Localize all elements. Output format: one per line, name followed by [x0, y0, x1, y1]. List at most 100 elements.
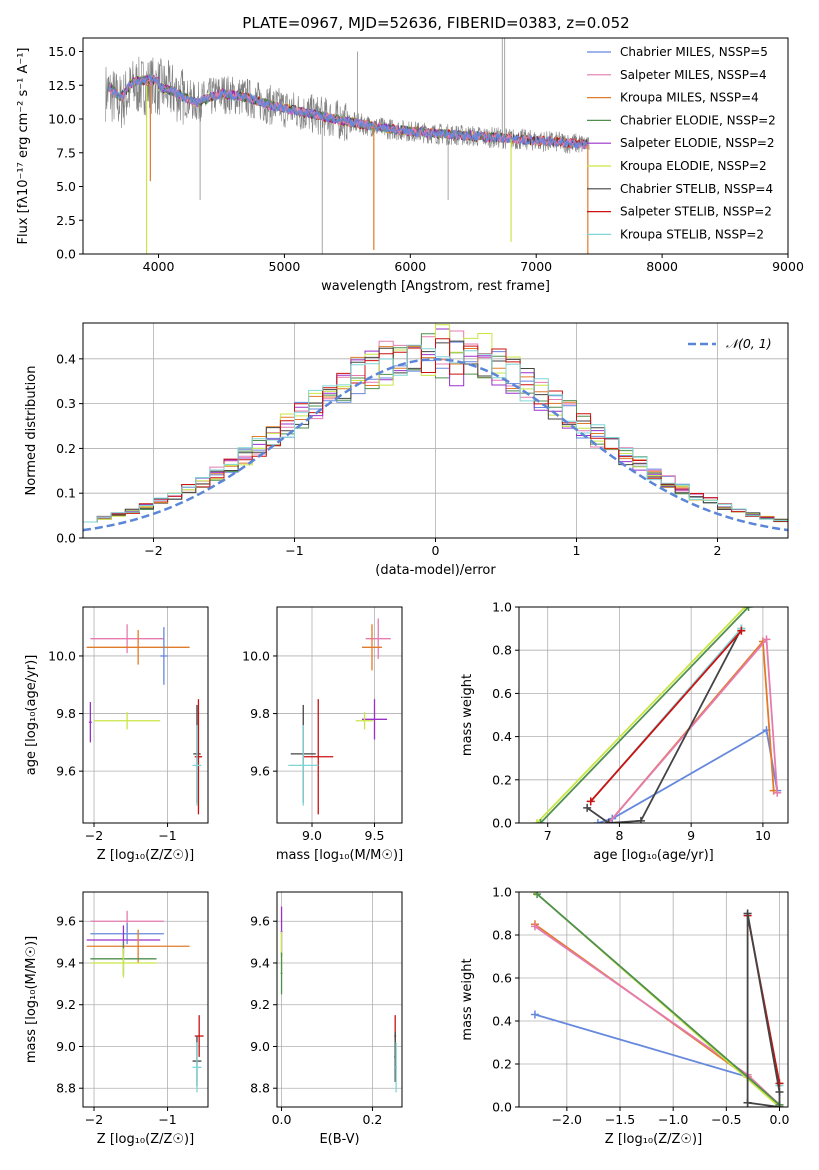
y-tick-label: 12.5: [48, 78, 76, 93]
axes-frame: [518, 606, 789, 824]
x-tick-label: −2.0: [552, 1112, 582, 1127]
x-tick-label: 2: [714, 543, 722, 558]
y-tick-label: 9.8: [56, 706, 76, 721]
plot-area: [83, 324, 788, 532]
x-tick-label: −1: [158, 828, 176, 843]
x-axis-label: E(B-V): [319, 1132, 359, 1147]
series-line-salpeter_miles: [608, 637, 779, 823]
series-marker-chabrier_elodie: [536, 819, 545, 823]
panel-residual_distribution: −2 −1 0 1 2 0.0 0.1 0.2 0.3 0.4 (data-model)/error…: [24, 322, 789, 578]
y-tick-label: 0.0: [492, 816, 512, 831]
axes-frame: [82, 891, 209, 1108]
x-tick-label: −1.0: [658, 1112, 688, 1127]
series-marker-chabrier_elodie: [533, 892, 542, 899]
x-axis-label: mass [log₁₀(M/M☉)]: [276, 848, 403, 863]
x-tick-label: 9: [687, 828, 695, 843]
series-line-chabrier_elodie: [539, 607, 750, 823]
y-tick-label: 7.5: [56, 145, 76, 160]
x-tick-label: 8000: [646, 259, 678, 274]
y-tick-label: 0.0: [492, 1100, 512, 1115]
y-tick-label: 0.8: [492, 928, 512, 943]
series-line-salpeter_miles: [534, 925, 781, 1106]
x-tick-label: 7: [544, 828, 552, 843]
y-axis-label: mass weight: [460, 958, 475, 1040]
series-marker-chabrier_stelib: [775, 1087, 784, 1096]
x-tick-label: 6000: [394, 259, 426, 274]
x-tick-label: 9000: [772, 259, 804, 274]
panel-mass_vs_ebv: 0.0 0.2 8.8 9.0 9.2 9.4 9.6 E(B-V): [250, 891, 403, 1147]
legend-label: Salpeter MILES, NSSP=4: [620, 68, 767, 82]
y-tick-label: 10.0: [48, 648, 76, 663]
y-axis-label: age [log₁₀(age/yr)]: [24, 655, 39, 776]
x-axis-label: Z [log₁₀(Z/Z☉)]: [97, 1132, 194, 1147]
y-tick-label: 9.4: [250, 955, 270, 970]
series-marker-chabrier_stelib: [775, 1103, 784, 1107]
x-tick-label: 0: [432, 543, 440, 558]
y-tick-label: 1.0: [492, 600, 512, 615]
figure-title: PLATE=0967, MJD=52636, FIBERID=0383, z=0…: [242, 14, 629, 32]
panel-spectrum: 4000 5000 6000 7000 8000 9000 0.0 2.5 5.0 7.5 10.0…: [16, 37, 804, 294]
x-tick-label: 1: [573, 543, 581, 558]
legend-label: Salpeter STELIB, NSSP=2: [620, 205, 772, 219]
spectrum-model-chabrier_miles: [107, 73, 589, 149]
series-line-chabrier_miles: [597, 728, 779, 823]
panel-mass_weight_vs_Z: −2.0 −1.5 −1.0 −0.5 0.0 0.0 0.2 0.4 0.6 0.8 1.0 Z […: [460, 885, 789, 1148]
series-marker-chabrier_elodie: [744, 607, 753, 611]
legend-label: Chabrier STELIB, NSSP=4: [620, 182, 773, 196]
x-tick-label: 7000: [520, 259, 552, 274]
panel-age_vs_mass: 9.0 9.5 9.6 9.8 10.0 mass [log₁₀(M/M☉)]: [242, 606, 403, 863]
y-tick-label: 9.2: [250, 997, 270, 1012]
series-marker-chabrier_stelib: [743, 909, 752, 918]
series-marker-salpeter_stelib: [737, 626, 746, 635]
plot-area: [288, 618, 391, 815]
x-tick-label: −2: [85, 828, 103, 843]
y-tick-label: 9.4: [56, 955, 76, 970]
x-axis-label: Z [log₁₀(Z/Z☉)]: [97, 848, 194, 863]
plot-area: [532, 607, 782, 823]
normal-curve: [83, 358, 788, 532]
y-tick-label: 0.4: [492, 729, 512, 744]
x-tick-label: −2: [85, 1112, 103, 1127]
y-tick-label: 0.2: [492, 772, 512, 787]
y-tick-label: 0.2: [492, 1057, 512, 1072]
series-line-chabrier_stelib: [586, 628, 743, 823]
plot-area: [105, 38, 590, 254]
axes-frame: [518, 891, 789, 1108]
y-tick-label: 9.6: [250, 914, 270, 929]
y-tick-label: 0.6: [492, 971, 512, 986]
panel-mass_weight_vs_age: 7 8 9 10 0.0 0.2 0.4 0.6 0.8 1.0 age [log₁₀(age/yr…: [460, 600, 789, 863]
x-axis-label: Z [log₁₀(Z/Z☉)]: [605, 1132, 702, 1147]
axes-frame: [276, 606, 403, 824]
x-axis-label: wavelength [Angstrom, rest frame]: [321, 279, 550, 294]
y-tick-label: 9.0: [250, 1039, 270, 1054]
y-tick-label: 9.6: [56, 914, 76, 929]
panel-mass_vs_Z: −2 −1 8.8 9.0 9.2 9.4 9.6 Z [log₁₀(Z/Z☉)] mass […: [24, 891, 209, 1147]
series-marker-salpeter_miles: [530, 922, 539, 931]
y-tick-label: 10.0: [48, 112, 76, 127]
y-tick-label: 0.0: [56, 531, 76, 546]
x-tick-label: 9.5: [365, 828, 385, 843]
series-line-chabrier_miles: [534, 1013, 781, 1107]
x-tick-label: −0.5: [711, 1112, 741, 1127]
histogram-legend: 𝒩(0, 1): [688, 336, 772, 351]
x-tick-label: 8: [615, 828, 623, 843]
y-axis-label: mass [log₁₀(M/M☉)]: [24, 936, 39, 1063]
y-tick-label: 15.0: [48, 44, 76, 59]
legend-label: Chabrier MILES, NSSP=5: [620, 45, 768, 59]
x-tick-label: 4000: [143, 259, 175, 274]
series-marker-chabrier_stelib: [604, 819, 613, 823]
y-tick-label: 8.8: [56, 1081, 76, 1096]
spectrum-legend: Chabrier MILES, NSSP=5 Salpeter MILES, NS…: [587, 45, 776, 241]
plot-area: [86, 910, 204, 1093]
y-tick-label: 0.6: [492, 686, 512, 701]
series-marker-salpeter_miles: [762, 635, 771, 644]
plot-area: [86, 624, 203, 815]
plot-area: [280, 906, 397, 1093]
axes-frame: [82, 37, 789, 255]
plot-area: [530, 892, 784, 1107]
x-tick-label: 0.0: [272, 1112, 292, 1127]
legend-label: Chabrier ELODIE, NSSP=2: [620, 113, 776, 127]
series-line-chabrier_elodie: [536, 893, 781, 1106]
x-tick-label: 0.0: [770, 1112, 790, 1127]
